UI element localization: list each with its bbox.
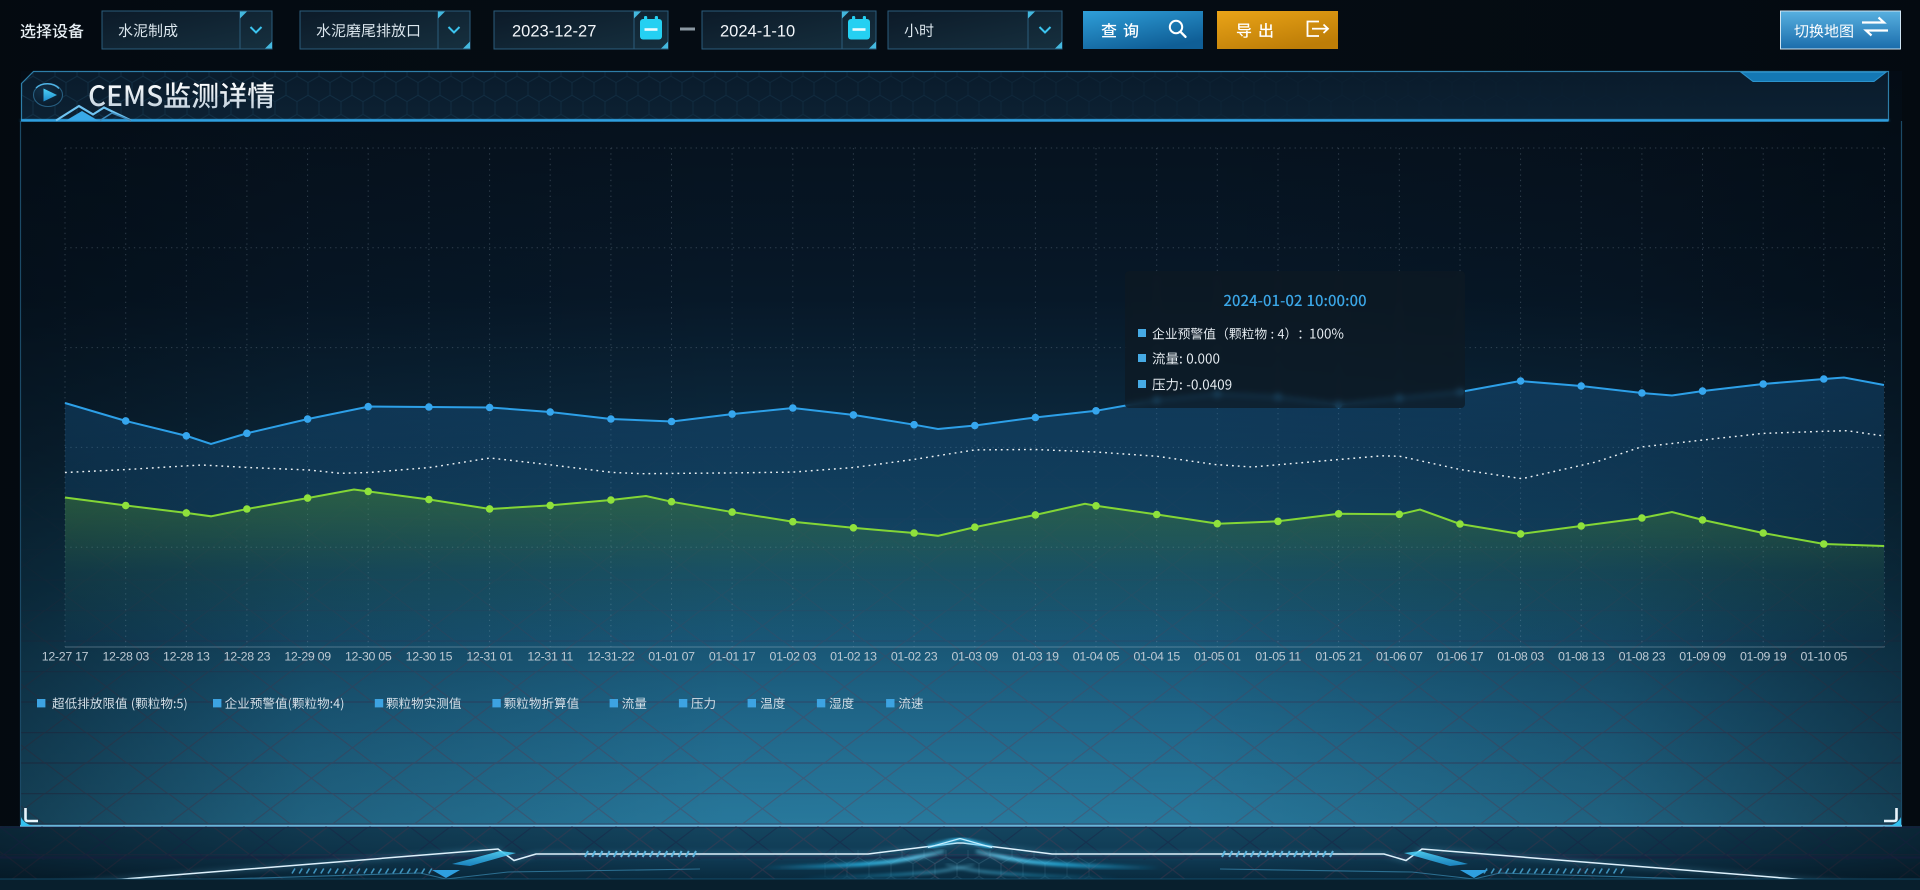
svg-text:01-02 23: 01-02 23 xyxy=(891,650,938,664)
svg-text:01-10 05: 01-10 05 xyxy=(1801,650,1848,664)
svg-text:01-05 11: 01-05 11 xyxy=(1255,650,1301,664)
svg-text:12-31 01: 12-31 01 xyxy=(466,650,513,664)
svg-text:12-28 13: 12-28 13 xyxy=(163,650,210,664)
svg-text:01-08 13: 01-08 13 xyxy=(1558,650,1605,664)
svg-text:01-01 07: 01-01 07 xyxy=(648,650,695,664)
svg-text:2023-12-27: 2023-12-27 xyxy=(512,23,596,41)
svg-text:01-08 03: 01-08 03 xyxy=(1497,650,1544,664)
svg-text:01-03 19: 01-03 19 xyxy=(1012,650,1059,664)
svg-text:01-03 09: 01-03 09 xyxy=(952,650,999,664)
svg-text:12-30 15: 12-30 15 xyxy=(406,650,453,664)
svg-text:12-27 17: 12-27 17 xyxy=(42,650,89,664)
svg-text:01-05 01: 01-05 01 xyxy=(1194,650,1241,664)
svg-text:12-29 09: 12-29 09 xyxy=(284,650,331,664)
svg-text:12-28 03: 12-28 03 xyxy=(102,650,149,664)
svg-text:12-28 23: 12-28 23 xyxy=(224,650,271,664)
svg-text:12-31-22: 12-31-22 xyxy=(587,650,635,664)
svg-text:01-04 05: 01-04 05 xyxy=(1073,650,1120,664)
svg-text:12-30 05: 12-30 05 xyxy=(345,650,392,664)
svg-text:01-09 09: 01-09 09 xyxy=(1679,650,1726,664)
svg-text:12-31 11: 12-31 11 xyxy=(527,650,573,664)
svg-text:01-04 15: 01-04 15 xyxy=(1133,650,1180,664)
svg-text:2024-1-10: 2024-1-10 xyxy=(720,23,795,41)
svg-text:01-06 07: 01-06 07 xyxy=(1376,650,1423,664)
svg-text:01-01 17: 01-01 17 xyxy=(709,650,756,664)
svg-text:01-02 03: 01-02 03 xyxy=(770,650,817,664)
svg-text:01-08 23: 01-08 23 xyxy=(1619,650,1666,664)
svg-text:01-02 13: 01-02 13 xyxy=(830,650,877,664)
svg-text:01-05 21: 01-05 21 xyxy=(1315,650,1362,664)
svg-text:01-06 17: 01-06 17 xyxy=(1437,650,1484,664)
svg-text:01-09 19: 01-09 19 xyxy=(1740,650,1787,664)
